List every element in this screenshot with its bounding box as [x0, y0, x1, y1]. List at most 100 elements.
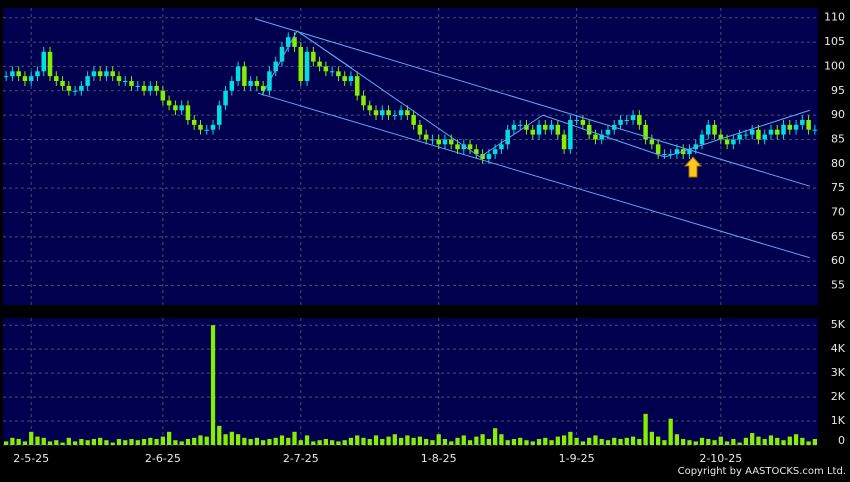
candle-body	[104, 71, 109, 77]
volume-bar	[643, 413, 648, 445]
candle-body	[66, 85, 72, 91]
volume-bar	[361, 437, 366, 445]
candle-body	[10, 71, 15, 77]
candle-body	[217, 105, 222, 125]
volume-tick-label: 5K	[831, 318, 846, 331]
volume-bar	[555, 436, 560, 445]
volume-bar	[499, 434, 504, 445]
volume-bar	[116, 439, 122, 445]
volume-bar	[436, 434, 441, 445]
volume-bar	[712, 440, 717, 445]
x-tick-label: 1-9-25	[559, 452, 595, 465]
volume-bar	[656, 436, 661, 445]
volume-bar	[41, 437, 46, 445]
candle-body	[398, 110, 404, 116]
volume-bar	[173, 440, 178, 445]
volume-bar	[154, 439, 159, 445]
candle-body	[643, 124, 648, 140]
volume-bar	[424, 439, 429, 445]
volume-bar	[593, 435, 598, 445]
trendline	[261, 30, 298, 96]
volume-bar	[718, 436, 723, 445]
signal-arrow	[683, 156, 703, 178]
candle-body	[386, 110, 391, 116]
candle-body	[781, 124, 786, 135]
volume-bar	[518, 437, 523, 445]
volume-bar	[762, 439, 767, 445]
candle-body	[91, 71, 97, 77]
volume-bar	[411, 437, 416, 445]
candle-body	[480, 154, 485, 159]
candle-body	[223, 90, 228, 106]
volume-bar	[455, 437, 460, 445]
candle-body	[242, 66, 247, 86]
volume-bar	[4, 441, 9, 445]
candle-body	[329, 71, 335, 73]
volume-bar	[787, 436, 792, 445]
volume-bar	[248, 439, 253, 445]
candle-body	[668, 154, 673, 156]
volume-bar	[129, 439, 134, 445]
candle-body	[166, 100, 172, 106]
candle-body	[637, 115, 642, 125]
candle-body	[586, 124, 592, 135]
price-panel	[3, 8, 818, 305]
candle-body	[28, 76, 34, 82]
candle-body	[524, 124, 529, 130]
volume-bar	[210, 325, 216, 445]
y-tick-label: 90	[831, 108, 845, 121]
volume-bar	[192, 437, 197, 445]
candle-body	[116, 76, 122, 82]
volume-bar	[693, 441, 698, 445]
candle-body	[561, 134, 567, 150]
candle-body	[536, 124, 542, 135]
candle-body	[448, 139, 454, 145]
candle-body	[662, 154, 667, 156]
trendline	[258, 92, 810, 259]
candle-body	[160, 90, 166, 101]
candle-body	[336, 71, 341, 77]
candle-body	[455, 144, 460, 150]
candle-body	[768, 129, 774, 135]
volume-bar	[681, 439, 686, 445]
candle-body	[204, 129, 210, 131]
volume-bar	[292, 431, 297, 445]
volume-bar	[60, 442, 65, 445]
volume-bar	[561, 435, 567, 445]
volume-bar	[123, 440, 128, 445]
volume-bar	[35, 436, 40, 445]
volume-bar	[342, 440, 347, 445]
candle-body	[405, 110, 410, 116]
candle-body	[323, 66, 329, 72]
candle-body	[60, 81, 65, 86]
volume-bar	[687, 440, 692, 445]
candle-body	[787, 124, 793, 130]
candle-body	[185, 105, 191, 120]
volume-bar	[662, 440, 667, 445]
volume-bar	[580, 441, 586, 445]
volume-bar	[417, 436, 423, 445]
candle-body	[191, 119, 197, 125]
volume-bar	[775, 437, 780, 445]
y-tick-label: 105	[824, 35, 845, 48]
volume-bar	[367, 439, 372, 445]
candle-body	[423, 134, 429, 140]
volume-bar	[185, 439, 191, 445]
candle-body	[530, 129, 536, 135]
volume-bar	[304, 435, 310, 445]
volume-bar	[204, 436, 209, 445]
candle-body	[141, 85, 147, 91]
volume-bar	[98, 437, 103, 445]
y-tick-label: 55	[831, 279, 845, 292]
volume-bar	[355, 435, 360, 445]
candle-body	[618, 119, 623, 125]
volume-bar	[549, 440, 554, 445]
volume-bar	[22, 441, 28, 445]
candle-body	[774, 129, 780, 135]
volume-bar	[91, 439, 97, 445]
candle-body	[543, 124, 548, 130]
volume-bar	[110, 442, 115, 445]
volume-bar	[392, 434, 397, 445]
volume-bar	[273, 437, 278, 445]
